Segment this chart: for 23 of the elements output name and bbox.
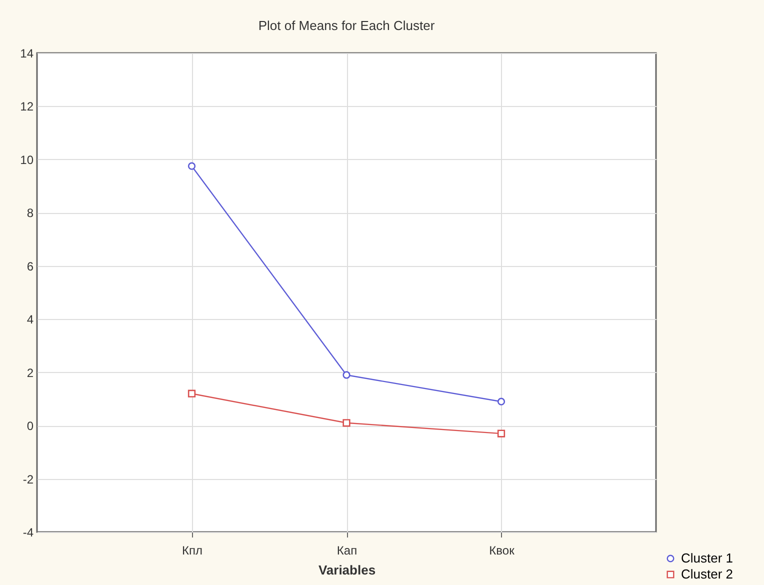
legend-label: Cluster 2: [681, 566, 734, 582]
y-tick-label: 2: [26, 366, 34, 380]
x-tick-label: Кпл: [182, 544, 202, 558]
point: [497, 430, 506, 438]
x-axis-title: Variables: [318, 562, 376, 578]
y-tick-label: 10: [20, 152, 34, 167]
y-tick-label: -4: [22, 526, 34, 540]
y-tick-label: -2: [22, 472, 34, 486]
chart-title: Plot of Means for Each Cluster: [258, 18, 436, 33]
point: [188, 390, 196, 398]
legend-label: Cluster 1: [681, 550, 734, 566]
y-tick-label: 4: [26, 312, 34, 327]
y-tick-label: 14: [20, 46, 34, 60]
y-tick-label: 12: [20, 100, 34, 114]
x-tick-label: Квок: [489, 544, 516, 558]
y-tick-label: 0: [26, 419, 34, 434]
y-tick-label: 6: [26, 259, 34, 274]
point: [342, 371, 350, 379]
point: [188, 162, 196, 170]
point: [342, 419, 350, 427]
x-tick-label: Кап: [336, 544, 358, 558]
y-tick-label: 8: [26, 206, 34, 220]
point: [497, 398, 506, 406]
